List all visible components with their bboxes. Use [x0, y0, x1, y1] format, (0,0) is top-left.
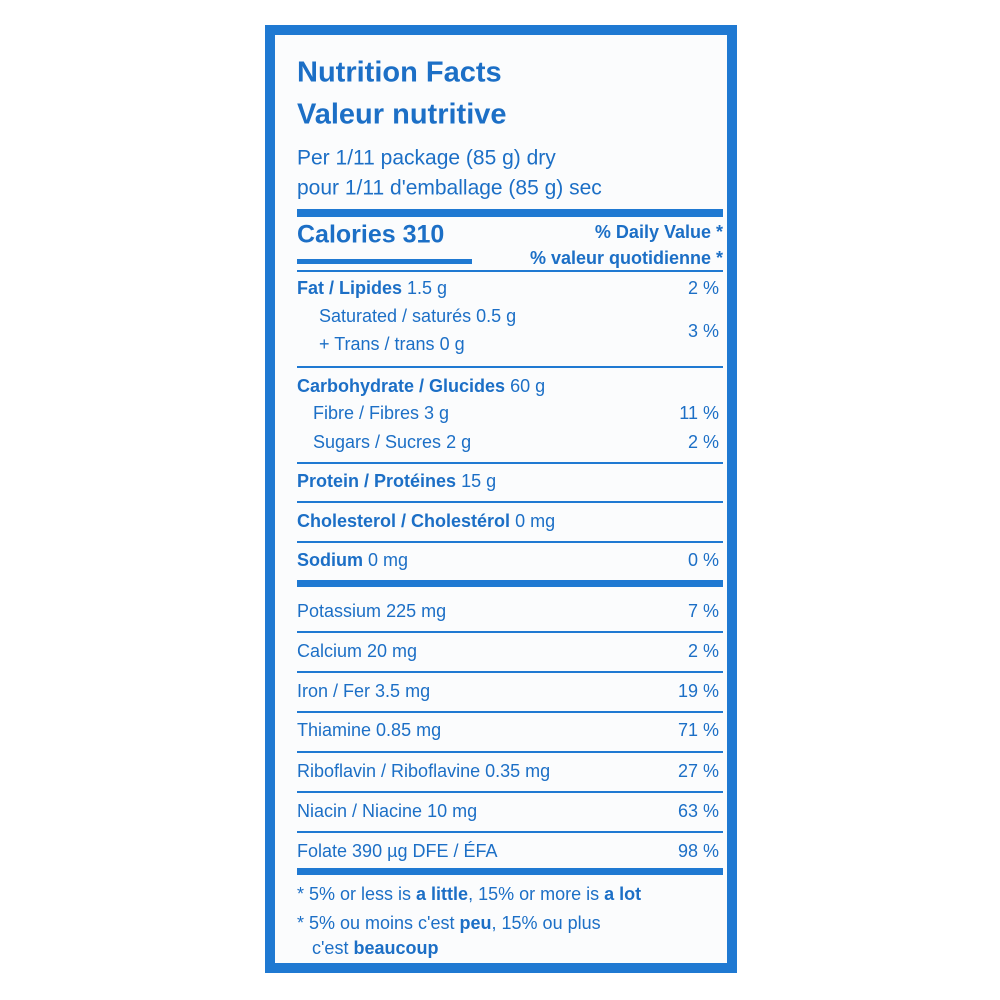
rule	[297, 366, 723, 368]
nutrient-name: Folate	[297, 841, 348, 861]
rule	[297, 501, 723, 503]
nutrient-row: Cholesterol / Cholestérol 0 mg	[297, 512, 555, 530]
rule	[297, 631, 723, 633]
daily-value: 63 %	[677, 801, 719, 821]
serving: Per 1/11 package (85 g) dry	[297, 146, 556, 170]
nutrient-amount: 0.35 mg	[485, 761, 551, 781]
dv-header-fr: % valeur quotidienne *	[529, 248, 723, 268]
nutrient-row: Fat / Lipides 1.5 g	[297, 279, 447, 297]
nutrient-amount: 15 g	[461, 471, 497, 491]
nutrient-name: Potassium	[297, 601, 382, 621]
rule	[297, 751, 723, 753]
nutrient-row: Iron / Fer 3.5 mg	[297, 682, 430, 700]
rule	[297, 462, 723, 464]
rule	[297, 541, 723, 543]
nutrient-amount: 3 g	[424, 403, 450, 423]
daily-value: 27 %	[677, 761, 719, 781]
daily-value: 11 %	[679, 403, 719, 423]
footnote-text: c'est	[312, 938, 354, 958]
calories: Calories 310	[297, 220, 445, 249]
nutrient-amount: 20 mg	[367, 641, 418, 661]
nutrient-name: Sugars / Sucres	[313, 432, 442, 452]
nutrient-name: + Trans / trans	[319, 334, 435, 354]
daily-value: 0 %	[687, 550, 719, 570]
footnote-emphasis: a little	[416, 884, 469, 904]
nutrient-name: Niacin / Niacine	[297, 801, 423, 821]
nutrient-row: Folate 390 µg DFE / ÉFA	[297, 842, 497, 860]
dv-header: % Daily Value *	[594, 222, 723, 242]
rule	[297, 831, 723, 833]
serving-fr: pour 1/11 d'emballage (85 g) sec	[297, 176, 602, 200]
nutrient-name: Cholesterol / Cholestérol	[297, 511, 511, 531]
footnote-en: * 5% or less is a little, 15% or more is…	[297, 885, 641, 903]
nutrition-label: Nutrition Facts Valeur nutritive Per 1/1…	[265, 25, 737, 973]
rule	[297, 791, 723, 793]
thick-rule	[297, 580, 723, 587]
nutrient-amount: 0 g	[439, 334, 465, 354]
daily-value: 19 %	[677, 681, 719, 701]
nutrient-name: Fat / Lipides	[297, 278, 403, 298]
daily-value: 2 %	[687, 432, 719, 452]
nutrient-name: Carbohydrate / Glucides	[297, 376, 506, 396]
footnote-fr: * 5% ou moins c'est peu, 15% ou plus	[297, 914, 601, 932]
footnote-text: , 15% or more is	[468, 884, 605, 904]
nutrient-row: Niacin / Niacine 10 mg	[297, 802, 477, 820]
nutrient-row: Carbohydrate / Glucides 60 g	[297, 377, 545, 395]
nutrient-name: Riboflavin / Riboflavine	[297, 761, 481, 781]
nutrient-amount: 0 mg	[368, 550, 409, 570]
footnote-emphasis: peu	[459, 913, 492, 933]
nutrient-row: Riboflavin / Riboflavine 0.35 mg	[297, 762, 550, 780]
nutrient-amount: 0 mg	[515, 511, 556, 531]
footnote-text: * 5% or less is	[297, 884, 417, 904]
daily-value: 71 %	[677, 720, 719, 740]
nutrient-name: Sodium	[297, 550, 363, 570]
rule	[297, 711, 723, 713]
rule	[297, 270, 723, 272]
thick-rule	[297, 868, 723, 875]
nutrient-name: Saturated / saturés	[319, 306, 472, 326]
thick-rule	[297, 209, 723, 217]
nutrient-amount: 0.5 g	[476, 306, 517, 326]
nutrient-name: Protein / Protéines	[297, 471, 457, 491]
daily-value: 2 %	[687, 641, 719, 661]
footnote-emphasis: a lot	[604, 884, 642, 904]
nutrient-amount: 390 µg DFE / ÉFA	[352, 841, 498, 861]
title-fr: Valeur nutritive	[297, 98, 507, 131]
nutrient-row: Protein / Protéines 15 g	[297, 472, 496, 490]
rule	[297, 671, 723, 673]
daily-value: 98 %	[677, 841, 719, 861]
daily-value: 7 %	[687, 601, 719, 621]
footnote-text: , 15% ou plus	[491, 913, 601, 933]
nutrient-amount: 1.5 g	[407, 278, 448, 298]
nutrient-row: Fibre / Fibres 3 g	[313, 404, 449, 422]
nutrient-row: Sodium 0 mg	[297, 551, 408, 569]
nutrient-amount: 0.85 mg	[376, 720, 442, 740]
nutrient-row: Potassium 225 mg	[297, 602, 446, 620]
nutrient-name: Calcium	[297, 641, 363, 661]
calories-rule	[297, 259, 472, 264]
nutrient-row: Sugars / Sucres 2 g	[313, 433, 471, 451]
nutrient-name: Iron / Fer	[297, 681, 371, 701]
nutrient-row: Saturated / saturés 0.5 g	[319, 307, 516, 325]
nutrient-amount: 60 g	[510, 376, 546, 396]
nutrient-row: Thiamine 0.85 mg	[297, 721, 441, 739]
footnote-text: * 5% ou moins c'est	[297, 913, 460, 933]
nutrient-name: Thiamine	[297, 720, 372, 740]
nutrient-amount: 225 mg	[386, 601, 447, 621]
daily-value: 3 %	[687, 321, 719, 341]
title: Nutrition Facts	[297, 56, 502, 89]
nutrient-amount: 10 mg	[427, 801, 478, 821]
nutrient-name: Fibre / Fibres	[313, 403, 420, 423]
footnote-fr-2: c'est beaucoup	[312, 939, 438, 957]
nutrient-row: + Trans / trans 0 g	[319, 335, 465, 353]
daily-value: 2 %	[687, 278, 719, 298]
nutrient-amount: 2 g	[446, 432, 472, 452]
nutrient-amount: 3.5 mg	[375, 681, 431, 701]
nutrient-row: Calcium 20 mg	[297, 642, 417, 660]
footnote-emphasis: beaucoup	[353, 938, 439, 958]
